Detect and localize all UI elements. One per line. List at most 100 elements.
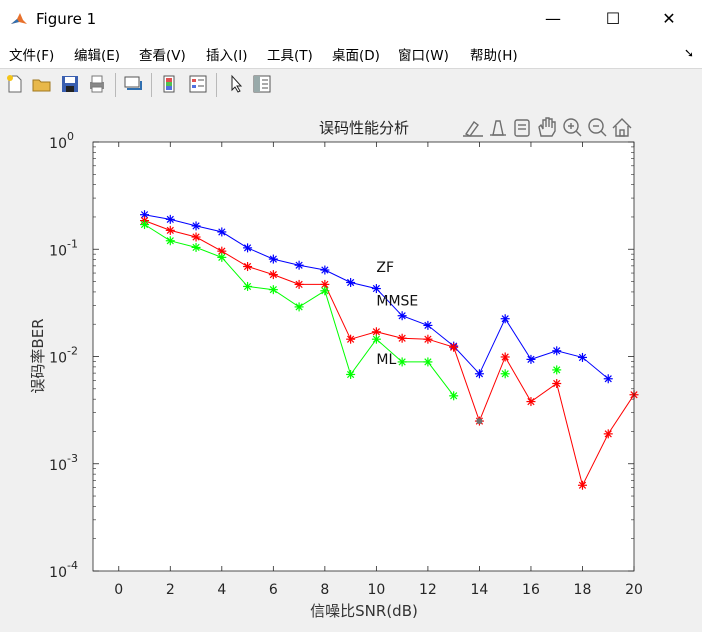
x-tick-label: 2 — [166, 582, 175, 598]
title-bar: Figure 1 — ☐ ✕ — [0, 0, 702, 38]
data-point-zf — [243, 243, 253, 253]
marker-stroke — [398, 312, 406, 320]
data-tips-icon[interactable] — [490, 120, 506, 136]
data-point-ml — [294, 302, 304, 312]
data-point-mmse — [165, 225, 175, 235]
marker-stroke — [321, 287, 329, 295]
data-point-ml — [500, 369, 510, 379]
data-point-zf — [552, 346, 562, 356]
marker-stroke — [501, 353, 509, 361]
minimize-button[interactable]: — — [545, 9, 561, 28]
x-tick-label: 14 — [471, 582, 489, 598]
marker-stroke — [475, 370, 484, 378]
property-inspector-icon[interactable] — [251, 73, 273, 95]
y-tick-label-base: 10 — [49, 351, 67, 367]
menu-window[interactable]: 窗口(W) — [398, 48, 449, 64]
axes-box — [92, 141, 635, 572]
home-restore-icon[interactable] — [612, 118, 632, 137]
data-point-mmse — [500, 352, 510, 362]
data-point-zf — [294, 260, 304, 270]
marker-stroke — [553, 366, 561, 374]
data-point-zf — [526, 354, 536, 364]
data-point-zf — [603, 374, 613, 384]
save-icon[interactable] — [59, 73, 81, 95]
menu-help[interactable]: 帮助(H) — [470, 48, 518, 64]
data-point-mmse — [397, 333, 407, 343]
data-point-ml — [217, 252, 227, 262]
menu-edit[interactable]: 编辑(E) — [74, 48, 121, 64]
data-point-ml — [191, 242, 201, 252]
data-point-ml — [165, 236, 175, 246]
menu-desktop[interactable]: 桌面(D) — [332, 48, 380, 64]
marker-stroke — [269, 286, 277, 294]
data-point-zf — [577, 352, 587, 362]
zoom-in-icon[interactable] — [563, 118, 582, 137]
marker-stroke — [166, 226, 174, 234]
x-tick-label: 0 — [114, 582, 123, 598]
data-point-mmse — [320, 279, 330, 289]
marker-stroke — [501, 315, 509, 323]
marker-stroke — [346, 278, 355, 287]
marker-stroke — [424, 358, 432, 366]
brush-icon[interactable] — [463, 120, 483, 137]
marker-stroke — [243, 262, 252, 271]
data-point-mmse — [526, 397, 536, 407]
figure-toolbar — [0, 68, 702, 102]
menu-overflow-arrow-icon[interactable]: ➘ — [683, 46, 694, 60]
marker-stroke — [398, 358, 406, 366]
marker-stroke — [166, 237, 174, 245]
menu-insert[interactable]: 插入(I) — [206, 48, 248, 64]
menu-file[interactable]: 文件(F) — [9, 48, 55, 64]
marker-stroke — [346, 370, 355, 379]
annotation-zf: ZF — [376, 260, 394, 276]
y-tick-label-exponent: -3 — [67, 452, 78, 465]
data-point-mmse — [552, 379, 562, 389]
marker-stroke — [372, 328, 381, 336]
data-point-ml — [423, 357, 433, 367]
data-point-mmse — [346, 334, 356, 344]
data-point-ml — [346, 369, 356, 379]
link-plot-icon[interactable] — [122, 73, 144, 95]
legend-icon[interactable] — [187, 73, 209, 95]
marker-stroke — [372, 284, 381, 293]
y-tick-label-base: 10 — [49, 243, 67, 259]
open-folder-icon[interactable] — [31, 73, 53, 95]
menu-tools[interactable]: 工具(T) — [267, 48, 313, 64]
highlight-data-point — [476, 418, 483, 425]
marker-stroke — [295, 303, 303, 311]
marker-stroke — [424, 321, 432, 330]
colorbar-icon[interactable] — [159, 73, 181, 95]
print-icon[interactable] — [86, 73, 108, 95]
data-point-zf — [397, 311, 407, 321]
menu-view[interactable]: 查看(V) — [139, 48, 186, 64]
close-button[interactable]: ✕ — [662, 9, 676, 28]
annotation-mmse: MMSE — [376, 293, 418, 309]
marker-stroke — [450, 343, 458, 351]
x-tick-label: 16 — [522, 582, 540, 598]
axes-toolbar — [463, 117, 632, 137]
y-tick-label-exponent: -2 — [67, 345, 78, 358]
y-axis-label: 误码率BER — [29, 318, 47, 393]
data-point-zf — [191, 221, 201, 231]
datatip-box-icon[interactable] — [514, 119, 530, 137]
x-tick-label: 12 — [419, 582, 437, 598]
new-file-icon[interactable] — [4, 73, 26, 95]
zoom-out-icon[interactable] — [588, 118, 607, 137]
marker-stroke — [604, 375, 612, 383]
matlab-logo-icon — [10, 10, 28, 28]
data-point-mmse — [294, 279, 304, 289]
marker-stroke — [424, 335, 432, 343]
chart-title: 误码性能分析 — [319, 119, 409, 137]
marker-stroke — [604, 430, 612, 438]
data-point-ml — [449, 391, 459, 401]
maximize-button[interactable]: ☐ — [605, 9, 621, 28]
pan-hand-icon[interactable] — [538, 117, 556, 137]
edit-plot-arrow-icon[interactable] — [225, 73, 247, 95]
toolbar-separator — [115, 73, 116, 97]
y-tick-label-exponent: 0 — [67, 130, 74, 143]
series-layer — [140, 210, 639, 490]
toolbar-separator — [151, 73, 152, 97]
data-point-mmse — [268, 270, 278, 280]
